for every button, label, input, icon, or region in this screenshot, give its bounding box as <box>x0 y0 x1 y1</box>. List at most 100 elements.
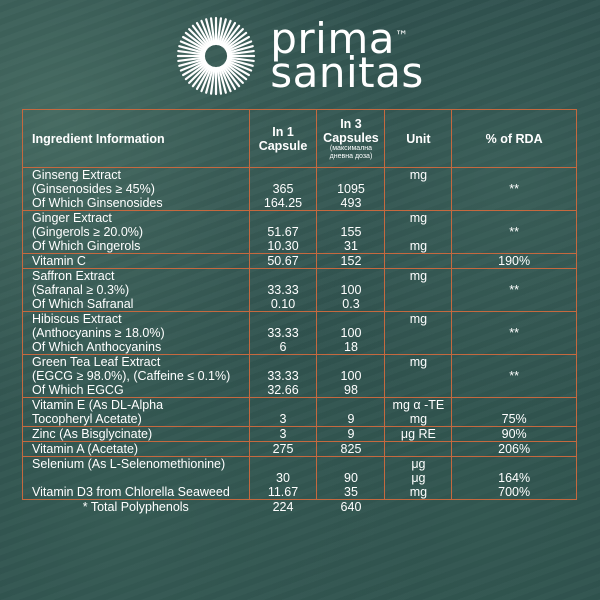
zinc-rda: 90% <box>451 426 577 442</box>
sunburst-ray <box>178 45 206 54</box>
sunburst-ray <box>180 59 207 72</box>
ginsenosides-name: Of Which Ginsenosides <box>22 196 250 211</box>
three-capsules-cell: 1095 <box>316 167 386 196</box>
saffron-unit: mg <box>384 268 453 312</box>
sunburst-ray <box>218 66 228 94</box>
sunburst-ray <box>221 21 237 47</box>
sunburst-ray <box>218 18 228 46</box>
rda-cell: 75% <box>451 397 577 427</box>
header-three-capsules: In 3 Capsules (максимална дневна доза) <box>316 109 386 168</box>
saffron-name: Saffron Extract <box>32 269 115 283</box>
vitamin-e-unit-2: mg <box>409 412 428 426</box>
ingredient-cell: Hibiscus Extract (Anthocyanins ≥ 18.0%) <box>22 311 250 340</box>
vitamin-c-name: Vitamin C <box>22 253 250 269</box>
egcg-name: Of Which EGCG <box>22 383 250 398</box>
green-tea-rda: ** <box>451 354 577 398</box>
safranal-one-capsule: 0.10 <box>248 297 318 312</box>
ginsenosides-one-capsule: 164.25 <box>248 196 318 211</box>
sunburst-ray <box>182 35 207 52</box>
nutrition-table: Ingredient Information In 1 Capsule In 3… <box>22 109 577 514</box>
three-capsules-cell: 155 <box>316 210 386 239</box>
anthocyanins-name: Of Which Anthocyanins <box>22 340 250 355</box>
brand-line-1: prima <box>270 14 395 63</box>
selenium-unit-2: μg <box>411 471 426 485</box>
selenium-rda: 164% <box>498 471 531 485</box>
total-three-capsules: 640 <box>340 500 362 514</box>
total-row: * Total Polyphenols 224 640 <box>23 500 577 515</box>
sunburst-ray <box>177 56 206 63</box>
sunburst-ray <box>177 49 206 56</box>
ginseng-rda: ** <box>451 167 577 211</box>
gingerols-name: Of Which Gingerols <box>22 239 250 254</box>
sunburst-ray <box>205 18 215 46</box>
sunburst-ray <box>192 24 211 48</box>
sunburst-ray <box>222 24 241 48</box>
sunburst-ray <box>226 59 253 72</box>
rda-cell: 164% 700% <box>451 456 577 500</box>
table-row: Vitamin A (Acetate) 275 825 206% <box>22 441 577 457</box>
vitamin-e-one-capsule: 3 <box>279 412 287 426</box>
sunburst-ray <box>180 40 207 53</box>
table-row: Of Which EGCG 32.66 98 <box>22 383 577 398</box>
sunburst-ray <box>227 49 256 56</box>
hibiscus-spec: (Anthocyanins ≥ 18.0%) <box>32 326 165 340</box>
sunburst-ray <box>196 21 212 47</box>
table-row: Selenium (As L-Selenomethionine) Vitamin… <box>22 456 577 500</box>
three-capsules-cell: 100 <box>316 311 386 340</box>
sunburst-ray <box>226 40 253 53</box>
header-three-capsules-note: (максимална дневна доза) <box>329 144 373 160</box>
safranal-three-capsules: 0.3 <box>316 297 386 312</box>
green-tea-three-capsules: 100 <box>340 369 362 383</box>
saffron-three-capsules: 100 <box>340 283 362 297</box>
header-one-capsule: In 1 Capsule <box>248 109 318 168</box>
vitamin-a-three-capsules: 825 <box>316 441 386 457</box>
table-header-row: Ingredient Information In 1 Capsule In 3… <box>22 109 577 168</box>
ginseng-three-capsules: 1095 <box>337 182 365 196</box>
sunburst-ray <box>226 45 255 54</box>
sunburst-ray <box>182 60 207 77</box>
selenium-name: Selenium (As L-Selenomethionine) <box>32 457 226 471</box>
ginseng-spec: (Ginsenosides ≥ 45%) <box>32 182 155 196</box>
sunburst-ray <box>223 63 245 84</box>
ginger-unit: mg <box>384 210 453 239</box>
header-ingredient: Ingredient Information <box>22 109 250 168</box>
gingerols-three-capsules: 31 <box>316 239 386 254</box>
ginseng-name: Ginseng Extract <box>32 168 121 182</box>
table-row: Of Which Anthocyanins 6 18 <box>22 340 577 355</box>
sunburst-ray <box>205 66 215 94</box>
total-label: * Total Polyphenols <box>82 500 189 514</box>
gingerols-one-capsule: 10.30 <box>248 239 318 254</box>
ginger-one-capsule: 51.67 <box>267 225 299 239</box>
three-capsules-cell: 90 35 <box>316 456 386 500</box>
vitamin-d3-one-capsule: 11.67 <box>267 485 299 499</box>
table-row: Of Which Ginsenosides 164.25 493 <box>22 196 577 211</box>
table-row: Vitamin E (As DL-Alpha Tocopheryl Acetat… <box>22 397 577 427</box>
ginsenosides-three-capsules: 493 <box>316 196 386 211</box>
sunburst-ray <box>178 58 206 67</box>
safranal-name: Of Which Safranal <box>22 297 250 312</box>
ingredient-cell: Selenium (As L-Selenomethionine) Vitamin… <box>22 456 250 500</box>
hibiscus-rda: ** <box>451 311 577 355</box>
ginger-spec: (Gingerols ≥ 20.0%) <box>32 225 144 239</box>
green-tea-unit: mg <box>384 354 453 398</box>
total-empty-cell <box>385 500 452 515</box>
sunburst-ray <box>219 19 232 47</box>
sunburst-ray <box>188 63 209 84</box>
one-capsule-cell: 365 <box>248 167 318 196</box>
sunburst-ray <box>223 28 245 49</box>
ingredient-cell: Saffron Extract (Safranal ≥ 0.3%) <box>22 268 250 297</box>
saffron-rda: ** <box>451 268 577 312</box>
zinc-three-capsules: 9 <box>316 426 386 442</box>
green-tea-spec: (EGCG ≥ 98.0%), (Caffeine ≤ 0.1%) <box>32 369 231 383</box>
vitamin-a-unit <box>384 441 453 457</box>
vitamin-c-one-capsule: 50.67 <box>248 253 318 269</box>
table-row: Ginseng Extract (Ginsenosides ≥ 45%) 365… <box>22 167 577 211</box>
sunburst-ray <box>227 56 256 63</box>
sunburst-ray <box>210 17 216 46</box>
zinc-one-capsule: 3 <box>248 426 318 442</box>
egcg-one-capsule: 32.66 <box>248 383 318 398</box>
anthocyanins-one-capsule: 6 <box>248 340 318 355</box>
one-capsule-cell: 30 11.67 <box>248 456 318 500</box>
ginseng-rda-value: ** <box>509 182 520 196</box>
sunburst-ray <box>219 65 232 93</box>
